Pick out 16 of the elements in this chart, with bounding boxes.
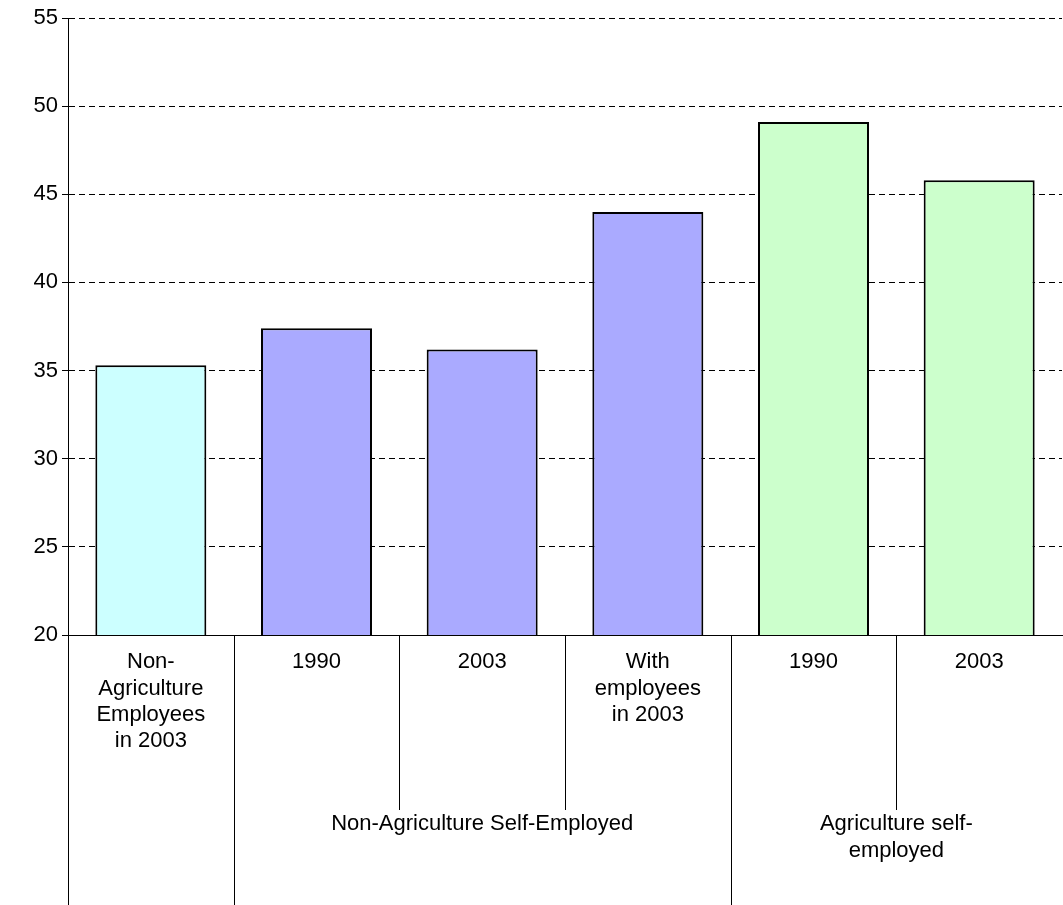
y-tick-label: 55 xyxy=(33,4,58,30)
y-tick-label: 25 xyxy=(33,532,58,558)
y-tick-label: 20 xyxy=(33,621,58,647)
x-tick-label: Non-Agriculture Employees in 2003 xyxy=(96,648,206,753)
x-tick-label: With employees in 2003 xyxy=(594,648,702,727)
x-tick-label: 1990 xyxy=(292,648,341,674)
y-tick-label: 50 xyxy=(33,92,58,118)
y-tick-label: 35 xyxy=(33,356,58,382)
x-tick-label: 2003 xyxy=(954,648,1004,674)
y-tick-label: 45 xyxy=(33,180,58,206)
y-tick-label: 30 xyxy=(33,444,58,470)
text: Non-Agriculture Self-Employed xyxy=(331,810,634,836)
x-tick-label: 2003 xyxy=(457,648,507,674)
text: Agriculture self-employed xyxy=(819,810,973,863)
y-tick-label: 40 xyxy=(33,268,58,294)
x-tick-label: 1990 xyxy=(789,648,838,674)
